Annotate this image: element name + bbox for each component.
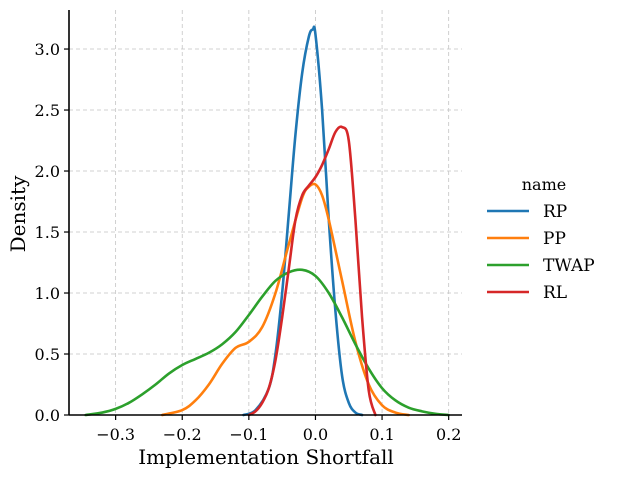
x-tick-label: −0.1 xyxy=(229,425,268,444)
legend: name RP PP TWAP RL xyxy=(487,175,595,303)
y-tick-label: 2.5 xyxy=(35,101,60,120)
y-tick-label: 1.5 xyxy=(35,223,60,242)
legend-label-twap: TWAP xyxy=(543,256,595,276)
x-tick-label: −0.2 xyxy=(163,425,202,444)
axes xyxy=(68,10,462,416)
x-axis-label: Implementation Shortfall xyxy=(138,445,394,469)
legend-title: name xyxy=(522,175,566,194)
x-tick-label: 0.1 xyxy=(369,425,394,444)
series-line-rp xyxy=(242,25,364,417)
series-line-twap xyxy=(84,268,450,417)
y-tick-label: 0.5 xyxy=(35,345,60,364)
y-axis-label: Density xyxy=(6,175,30,252)
x-tick-label: 0.2 xyxy=(436,425,461,444)
y-tick-label: 3.0 xyxy=(35,40,60,59)
x-tick-label: 0.0 xyxy=(303,425,328,444)
legend-label-rp: RP xyxy=(543,202,567,222)
y-tick-label: 1.0 xyxy=(35,284,60,303)
x-tick-label: −0.3 xyxy=(96,425,135,444)
series-line-rl xyxy=(247,125,377,417)
y-tick-label: 2.0 xyxy=(35,162,60,181)
y-tick-label: 0.0 xyxy=(35,406,60,425)
grid xyxy=(69,10,462,416)
legend-label-pp: PP xyxy=(543,229,566,249)
tick-labels: −0.3 −0.2 −0.1 0.0 0.1 0.2 0.0 0.5 1.0 1.5 2.0 2.5 3… xyxy=(35,40,462,444)
series-lines xyxy=(84,25,450,417)
legend-label-rl: RL xyxy=(543,283,567,303)
